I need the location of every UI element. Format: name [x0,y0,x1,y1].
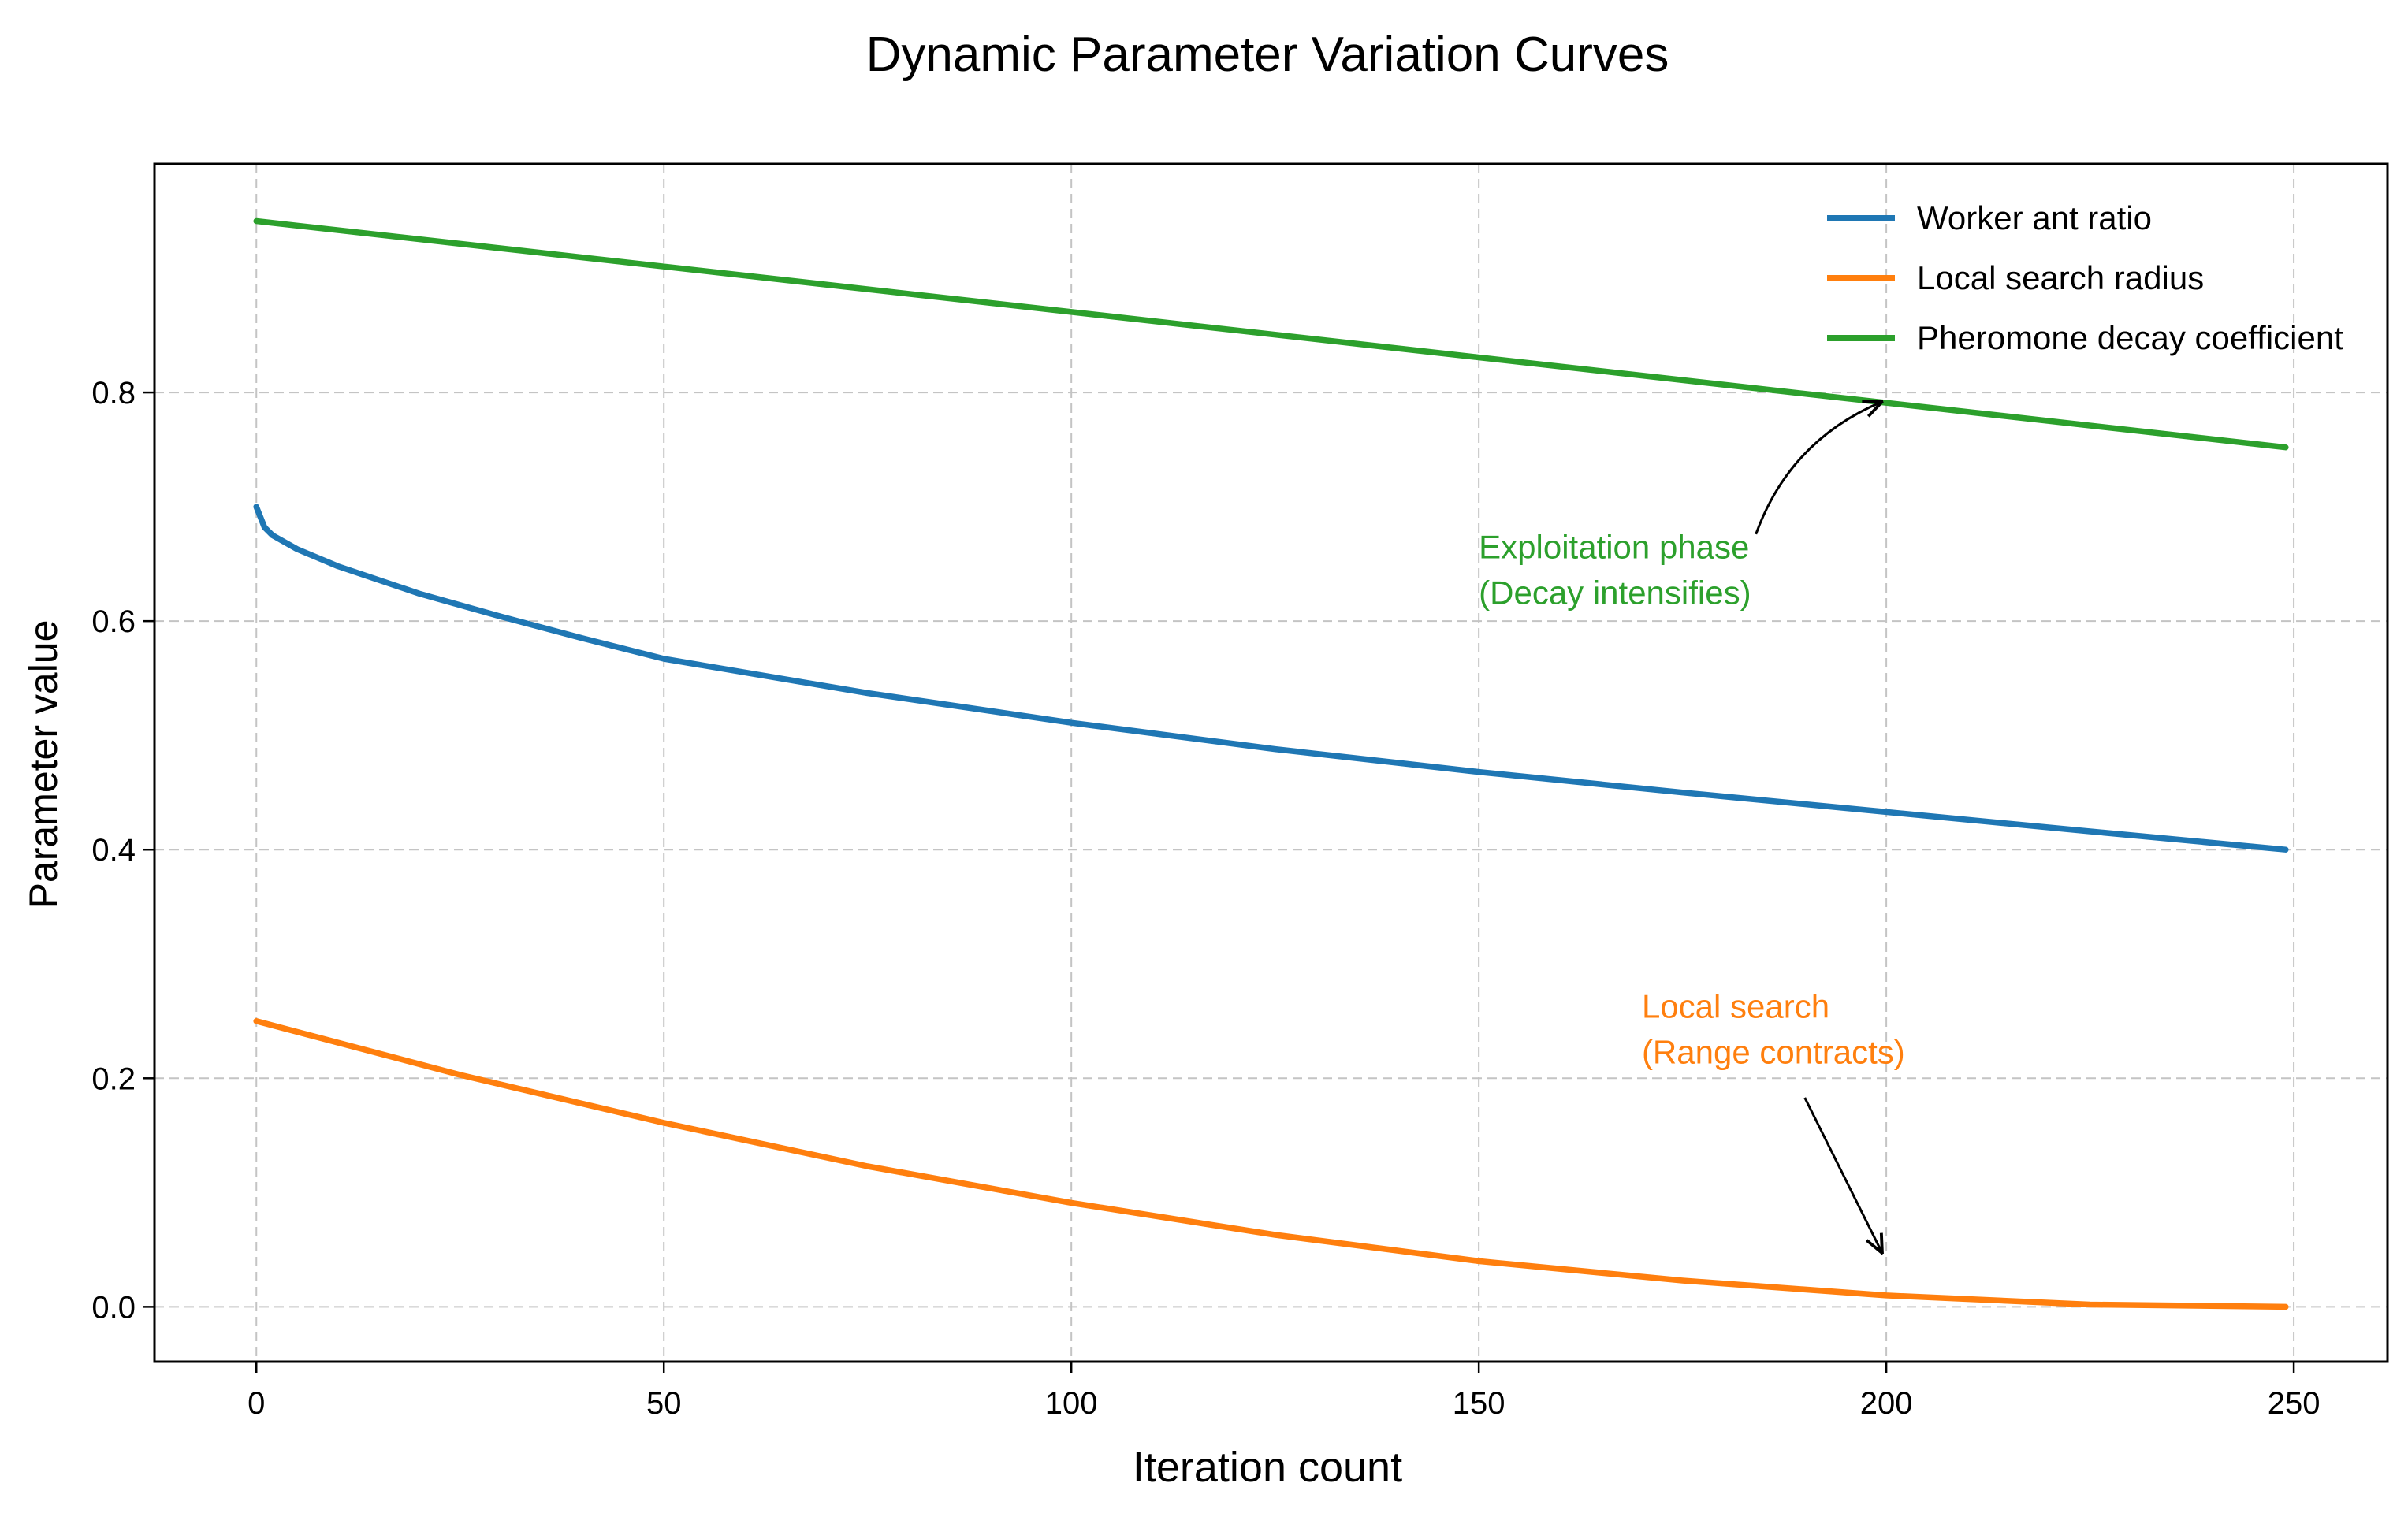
annotation-local-search-arrow [1803,1097,1882,1253]
annotations: Exploitation phase (Decay intensifies) Loc… [1479,402,1905,1254]
x-tick-label: 50 [646,1386,682,1421]
legend-label-pheromone-decay-coefficient: Pheromone decay coefficient [1917,319,2343,356]
annotation-local-search-text: (Range contracts) [1642,1033,1905,1070]
x-tick-label: 150 [1453,1386,1505,1421]
y-tick-label: 0.0 [91,1290,136,1325]
x-tick-label: 0 [247,1386,265,1421]
y-tick-label: 0.2 [91,1061,136,1096]
x-tick-label: 200 [1860,1386,1913,1421]
y-axis-label: Parameter value [21,620,65,909]
x-tick-label: 100 [1045,1386,1098,1421]
annotation-local-search-text: Local search [1642,987,1829,1024]
series-lines [253,217,2289,1310]
x-axis-label: Iteration count [1133,1444,1402,1491]
legend: Worker ant ratio Local search radius Phero… [1827,199,2343,356]
legend-label-local-search-radius: Local search radius [1917,259,2204,296]
plot-frame [153,162,2389,1363]
y-tick-label: 0.6 [91,604,136,639]
chart-title: Dynamic Parameter Variation Curves [866,28,1669,82]
annotation-exploitation-text: Exploitation phase [1479,528,1749,565]
series-line-pheromone-decay-coefficient [253,217,2289,451]
x-tick-label: 250 [2268,1386,2321,1421]
legend-label-worker-ant-ratio: Worker ant ratio [1917,199,2152,236]
annotation-exploitation-text: (Decay intensifies) [1479,574,1751,611]
axis-ticks: 0 50 100 150 200 250 0.0 0.2 0.4 0.6 0.8 [91,376,2320,1421]
series-line-local-search-radius [253,1018,2289,1310]
annotation-exploitation-arrow [1755,402,1882,535]
series-line-worker-ant-ratio [253,504,2289,853]
grid [154,164,2388,1362]
y-tick-label: 0.8 [91,376,136,411]
y-tick-label: 0.4 [91,833,136,868]
